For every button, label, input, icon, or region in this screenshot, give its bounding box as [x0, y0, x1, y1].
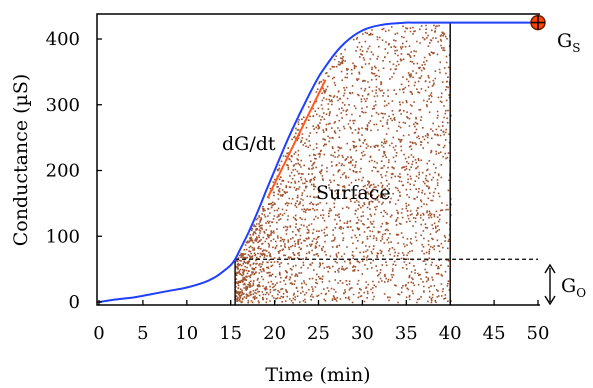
saturation-marker [530, 14, 546, 31]
y-tick-label: 300 [46, 95, 80, 116]
y-tick-label: 200 [46, 161, 80, 182]
x-tick-label: 40 [439, 323, 462, 344]
surface-label: Surface [316, 182, 391, 204]
x-axis-label: Time (min) [265, 364, 370, 386]
y-tick-label: 100 [46, 226, 80, 247]
y-tick-label: 0 [69, 292, 80, 313]
axes-frame [96, 13, 540, 306]
x-tick-label: 35 [395, 323, 418, 344]
baseline-label: GO [561, 275, 586, 300]
x-tick-label: 5 [137, 323, 148, 344]
x-tick-label: 0 [93, 323, 104, 344]
x-tick-label: 20 [263, 323, 286, 344]
y-axis-ticks: 0 100 200 300 400 [46, 29, 102, 313]
slope-segment [266, 79, 327, 199]
y-tick-label: 400 [46, 29, 80, 50]
x-tick-label: 50 [527, 323, 550, 344]
saturation-label: GS [557, 30, 580, 55]
x-tick-label: 15 [219, 323, 242, 344]
x-tick-label: 25 [307, 323, 330, 344]
conductance-curve [98, 21, 538, 303]
surface-stipple [235, 24, 452, 304]
x-tick-label: 45 [483, 323, 506, 344]
slope-label: dG/dt [222, 133, 276, 155]
surface-area [235, 24, 452, 304]
y-axis-label: Conductance (µS) [10, 74, 32, 247]
baseline-bracket [544, 263, 556, 306]
x-tick-label: 30 [351, 323, 374, 344]
x-tick-label: 10 [175, 323, 198, 344]
x-axis-ticks: 0 5 10 15 20 25 30 35 40 45 50 [93, 300, 549, 344]
